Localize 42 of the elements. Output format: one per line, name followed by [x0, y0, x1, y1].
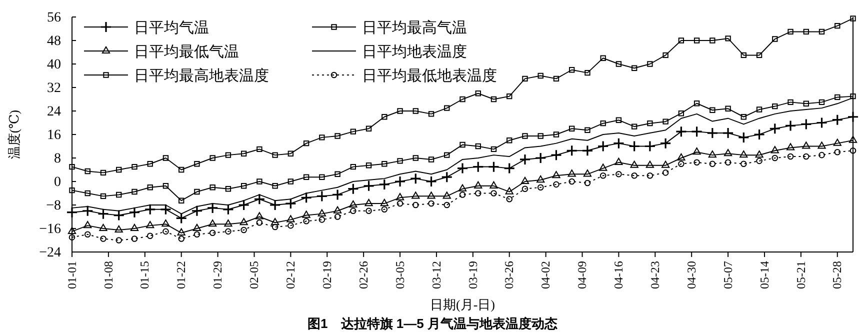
x-tick-label: 04-23 — [648, 261, 662, 289]
legend-label: 日平均最低地表温度 — [362, 67, 497, 84]
x-tick-label: 01-01 — [64, 261, 79, 289]
x-tick-label: 02-19 — [320, 261, 334, 289]
x-tick-label: 05-28 — [830, 261, 844, 289]
x-tick-label: 02-05 — [247, 261, 262, 289]
x-tick-label: 04-09 — [575, 261, 590, 289]
y-tick-label: 16 — [47, 128, 61, 143]
y-tick-label: 48 — [47, 34, 61, 49]
x-tick-label: 05-21 — [794, 261, 808, 289]
x-tick-label: 02-26 — [356, 261, 370, 289]
x-tick-label: 01-29 — [210, 261, 225, 289]
y-tick-label: 0 — [54, 174, 61, 190]
legend-label: 日平均最高地表温度 — [134, 67, 269, 84]
y-tick-label: 56 — [47, 10, 61, 26]
y-axis-title: 温度(℃) — [6, 110, 22, 160]
x-tick-label: 05-07 — [720, 261, 735, 289]
x-tick-label: 01-08 — [101, 261, 116, 289]
x-tick-label: 03-26 — [502, 261, 516, 289]
x-tick-label: 03-19 — [466, 261, 480, 289]
y-tick-label: 40 — [47, 57, 61, 72]
legend-label: 日平均最低气温 — [134, 43, 239, 60]
x-tick-label: 03-05 — [392, 261, 407, 289]
x-tick-label: 01-22 — [174, 261, 188, 289]
text: 图1 达拉特旗 1—5 月气温与地表温度动态 — [308, 316, 558, 331]
y-tick-label: −24 — [39, 245, 61, 260]
legend-label: 日平均地表温度 — [362, 43, 467, 60]
x-tick-label: 04-02 — [538, 261, 553, 289]
x-tick-label: 01-15 — [138, 261, 152, 289]
legend-label: 日平均最高气温 — [362, 19, 467, 36]
x-tick-label: 04-30 — [684, 261, 698, 289]
y-tick-label: 8 — [54, 151, 61, 166]
legend-label: 日平均气温 — [134, 19, 209, 36]
x-axis-title: 日期(月-日) — [430, 297, 495, 312]
x-tick-label: 05-14 — [757, 261, 772, 289]
x-tick-label: 03-12 — [429, 261, 444, 289]
y-tick-label: 32 — [47, 80, 61, 96]
x-tick-label: 02-12 — [284, 261, 298, 289]
y-tick-label: 24 — [47, 104, 61, 120]
x-tick-label: 04-16 — [612, 261, 626, 289]
y-tick-label: −8 — [46, 198, 61, 214]
y-tick-label: −16 — [39, 222, 61, 237]
